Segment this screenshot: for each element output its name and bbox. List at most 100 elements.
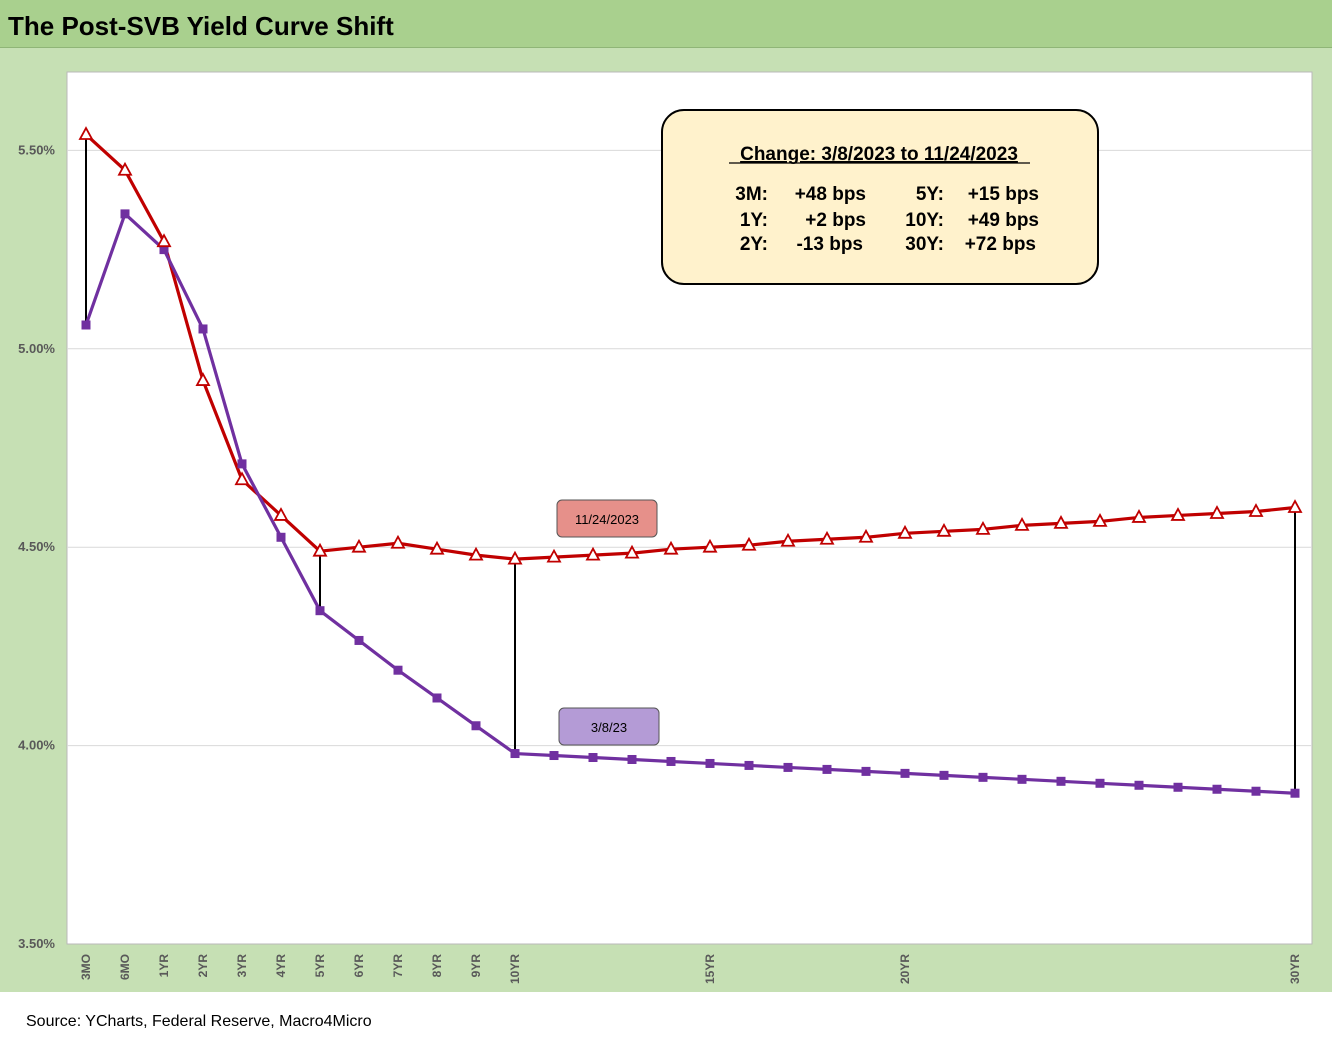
row-5y-label: 5Y: [916,184,944,205]
chart-title: The Post-SVB Yield Curve Shift [8,11,394,41]
point-3-8-23 [744,760,754,770]
point-11-24-2023 [78,126,94,140]
point-11-24-2023 [273,507,289,521]
title-bar: The Post-SVB Yield Curve Shift [0,0,1332,48]
x-tick-label: 4YR [274,954,288,978]
x-tick-label: 10YR [508,954,522,984]
gridlines [67,149,1312,747]
series-line [84,212,1296,795]
y-tick-label: 4.50% [18,539,55,554]
point-3-8-23 [1212,784,1222,794]
x-tick-label: 7YR [391,954,405,978]
series-markers [78,126,1303,798]
x-tick-label: 30YR [1288,954,1302,984]
source-note: Source: YCharts, Federal Reserve, Macro4… [26,1013,372,1030]
row-10y-label: 10Y: [905,210,944,231]
point-3-8-23 [861,766,871,776]
point-3-8-23 [900,768,910,778]
y-tick-label: 4.00% [18,738,55,753]
label-11-24-2023: 11/24/2023 [556,499,658,538]
point-3-8-23 [627,754,637,764]
point-3-8-23 [822,764,832,774]
point-11-24-2023 [702,538,718,553]
point-3-8-23 [159,245,169,255]
point-3-8-23 [978,772,988,782]
x-tick-label: 6MO [118,954,132,980]
point-11-24-2023 [468,546,484,561]
point-11-24-2023 [351,538,367,553]
row-1y-value: +2 bps [805,210,866,231]
point-11-24-2023 [1014,516,1030,531]
change-summary-heading: Change: 3/8/2023 to 11/24/2023 [740,144,1018,165]
point-3-8-23 [276,532,286,542]
change-lines [85,134,1296,794]
point-3-8-23 [1134,780,1144,790]
point-3-8-23 [939,770,949,780]
point-11-24-2023 [897,524,913,539]
point-3-8-23 [705,758,715,768]
point-3-8-23 [510,749,520,759]
x-tick-label: 15YR [703,954,717,984]
point-3-8-23 [393,665,403,675]
point-11-24-2023 [312,542,328,557]
point-11-24-2023 [156,233,172,248]
point-11-24-2023 [780,532,796,547]
change-summary-box: Change: 3/8/2023 to 11/24/2023 3M: +48 b… [661,109,1099,285]
point-11-24-2023 [624,544,640,559]
point-11-24-2023 [1209,505,1225,519]
point-3-8-23 [120,209,130,219]
point-11-24-2023 [1170,507,1186,521]
row-5y-value: +15 bps [968,184,1039,205]
x-tick-label: 1YR [157,954,171,978]
point-3-8-23 [1173,782,1183,792]
point-11-24-2023 [546,548,562,563]
point-3-8-23 [432,693,442,703]
y-tick-label: 5.50% [18,142,55,157]
point-3-8-23 [549,751,559,761]
x-tick-label: 20YR [898,954,912,984]
point-3-8-23 [783,762,793,772]
point-3-8-23 [198,324,208,334]
row-2y-value: -13 bps [796,234,863,255]
x-tick-label: 3MO [79,954,93,980]
point-11-24-2023 [663,540,679,555]
point-11-24-2023 [117,161,133,176]
row-2y-label: 2Y: [740,234,768,255]
row-3m-value: +48 bps [795,184,866,205]
point-11-24-2023 [429,540,445,555]
label-3-8-23: 3/8/23 [558,707,660,746]
y-axis: 3.50% 4.00% 4.50% 5.00% 5.50% [18,142,55,951]
point-11-24-2023 [1248,503,1264,517]
row-10y-value: +49 bps [968,210,1039,231]
point-3-8-23 [354,635,364,645]
point-11-24-2023 [975,520,991,535]
point-3-8-23 [1251,786,1261,796]
label-3-8-23-text: 3/8/23 [591,720,627,735]
point-3-8-23 [315,606,325,616]
series-lines [84,133,1296,795]
x-tick-label: 3YR [235,954,249,978]
row-1y-label: 1Y: [740,210,768,231]
point-11-24-2023 [390,534,406,549]
point-3-8-23 [1056,776,1066,786]
y-tick-label: 3.50% [18,936,55,951]
point-3-8-23 [1095,778,1105,788]
point-3-8-23 [237,459,247,469]
row-30y-value: +72 bps [965,234,1036,255]
point-11-24-2023 [507,550,523,565]
row-30y-label: 30Y: [905,234,944,255]
point-3-8-23 [1290,788,1300,798]
x-tick-label: 8YR [430,954,444,978]
label-11-24-2023-text: 11/24/2023 [575,512,639,527]
point-3-8-23 [471,721,481,731]
y-tick-label: 5.00% [18,341,55,356]
point-11-24-2023 [234,471,250,486]
point-11-24-2023 [741,536,757,551]
x-tick-label: 5YR [313,954,327,978]
point-11-24-2023 [195,372,211,386]
x-tick-label: 6YR [352,954,366,978]
point-3-8-23 [588,753,598,763]
point-3-8-23 [666,756,676,766]
